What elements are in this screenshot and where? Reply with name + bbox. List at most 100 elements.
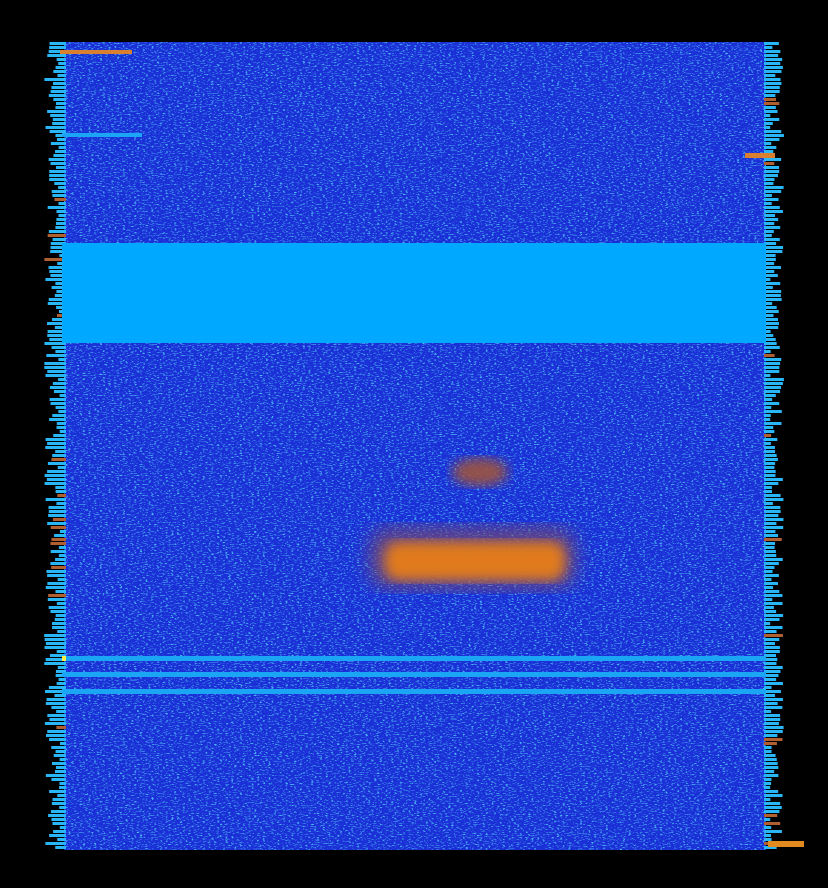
edge-dash bbox=[59, 146, 66, 149]
edge-dash bbox=[764, 266, 781, 269]
edge-dash bbox=[764, 494, 781, 497]
edge-dash bbox=[45, 474, 66, 477]
edge-dash bbox=[53, 70, 66, 73]
edge-dash bbox=[764, 502, 773, 505]
edge-dash bbox=[49, 178, 66, 181]
edge-dash bbox=[764, 118, 779, 121]
edge-dash bbox=[58, 202, 66, 205]
edge-dash bbox=[49, 606, 66, 609]
edge-dash bbox=[764, 290, 781, 293]
orange-dash bbox=[745, 153, 775, 158]
edge-dash bbox=[764, 406, 771, 409]
cyan-band bbox=[62, 243, 766, 343]
edge-dash bbox=[56, 710, 66, 713]
edge-dash bbox=[764, 650, 780, 653]
edge-dash bbox=[764, 730, 783, 733]
edge-dash bbox=[764, 690, 781, 693]
edge-dash bbox=[49, 790, 66, 793]
edge-dash bbox=[57, 74, 66, 77]
edge-dash bbox=[53, 118, 66, 121]
edge-dash bbox=[764, 758, 777, 761]
edge-dash bbox=[764, 310, 779, 313]
edge-dash bbox=[45, 722, 66, 725]
edge-dash bbox=[764, 90, 780, 93]
body: (() => { const svg = document.getElement… bbox=[0, 0, 828, 888]
edge-dash bbox=[764, 722, 779, 725]
edge-dash bbox=[46, 354, 66, 357]
edge-dash bbox=[46, 702, 66, 705]
edge-dash bbox=[57, 794, 66, 797]
edge-dash bbox=[51, 550, 66, 553]
edge-dash bbox=[56, 750, 66, 753]
edge-dash bbox=[764, 626, 783, 629]
edge-dash bbox=[764, 126, 770, 129]
edge-dash bbox=[764, 94, 775, 97]
edge-dash bbox=[764, 786, 770, 789]
edge-dash bbox=[764, 486, 772, 489]
edge-dash bbox=[58, 666, 66, 669]
edge-dash bbox=[52, 414, 66, 417]
edge-dash bbox=[764, 414, 771, 417]
edge-dash bbox=[50, 386, 66, 389]
edge-dash bbox=[48, 206, 66, 209]
edge-dash bbox=[764, 834, 771, 837]
edge-dash bbox=[57, 838, 66, 841]
edge-dash bbox=[764, 46, 772, 49]
edge-dash bbox=[764, 158, 781, 161]
edge-dash bbox=[59, 806, 66, 809]
edge-dash bbox=[49, 738, 66, 741]
edge-dash bbox=[55, 558, 66, 561]
edge-dash bbox=[55, 150, 66, 153]
edge-dash bbox=[764, 162, 774, 165]
edge-dash bbox=[48, 594, 66, 597]
edge-dash bbox=[46, 774, 66, 777]
edge-dash bbox=[48, 814, 66, 817]
edge-dash bbox=[764, 350, 771, 353]
edge-dash bbox=[51, 402, 66, 405]
edge-dash bbox=[764, 694, 775, 697]
edge-dash bbox=[764, 798, 770, 801]
edge-dash bbox=[764, 750, 772, 753]
edge-dash bbox=[55, 450, 66, 453]
edge-dash bbox=[57, 682, 66, 685]
edge-dash bbox=[52, 626, 66, 629]
edge-dash bbox=[764, 402, 779, 405]
edge-dash bbox=[47, 110, 66, 113]
edge-dash bbox=[51, 566, 66, 569]
edge-dash bbox=[764, 602, 783, 605]
edge-dash bbox=[51, 818, 66, 821]
edge-dash bbox=[764, 686, 772, 689]
edge-dash bbox=[764, 218, 778, 221]
edge-dash bbox=[54, 198, 66, 201]
edge-dash bbox=[58, 466, 66, 469]
edge-dash bbox=[764, 578, 771, 581]
edge-dash bbox=[764, 346, 780, 349]
edge-dash bbox=[764, 74, 775, 77]
edge-dash bbox=[52, 762, 66, 765]
edge-dash bbox=[764, 766, 778, 769]
edge-dash bbox=[58, 358, 66, 361]
edge-dash bbox=[764, 182, 773, 185]
edge-dash bbox=[764, 646, 780, 649]
edge-dash bbox=[56, 102, 66, 105]
edge-dash bbox=[56, 502, 66, 505]
edge-dash bbox=[764, 70, 781, 73]
edge-dash bbox=[764, 522, 776, 525]
edge-dash bbox=[764, 434, 771, 437]
edge-dash bbox=[764, 706, 782, 709]
edge-dash bbox=[764, 110, 778, 113]
edge-dash bbox=[764, 390, 780, 393]
edge-dash bbox=[764, 794, 783, 797]
edge-dash bbox=[57, 58, 66, 61]
edge-dash bbox=[764, 454, 777, 457]
edge-dash bbox=[764, 150, 773, 153]
edge-dash bbox=[51, 706, 66, 709]
edge-dash bbox=[764, 826, 771, 829]
edge-dash bbox=[60, 826, 66, 829]
edge-dash bbox=[764, 762, 778, 765]
cyan-dash bbox=[62, 133, 142, 137]
edge-dash bbox=[50, 114, 66, 117]
edge-dash bbox=[764, 54, 778, 57]
edge-dash bbox=[48, 514, 66, 517]
edge-dash bbox=[59, 678, 66, 681]
